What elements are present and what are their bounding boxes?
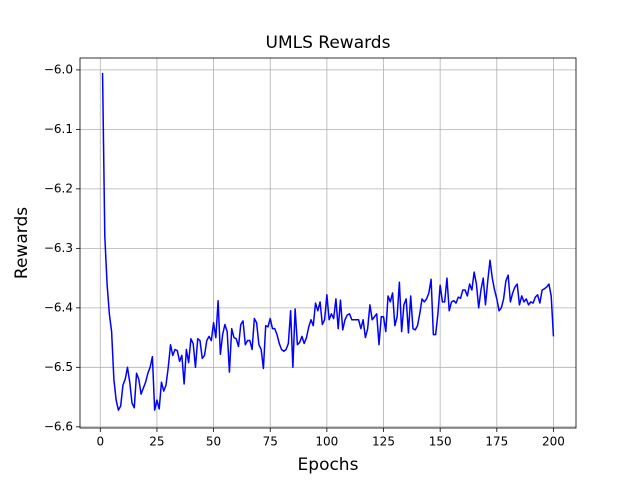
y-tick-label: −6.5 — [44, 360, 73, 374]
x-tick-label: 100 — [315, 435, 338, 449]
x-tick-label: 75 — [263, 435, 278, 449]
x-tick-label: 200 — [542, 435, 565, 449]
x-tick-label: 25 — [149, 435, 164, 449]
y-tick-label: −6.2 — [44, 181, 73, 195]
chart-title: UMLS Rewards — [266, 33, 391, 53]
x-axis-label: Epochs — [298, 455, 359, 475]
x-tick-label: 125 — [372, 435, 395, 449]
data-line — [101, 72, 555, 411]
y-axis-label: Rewards — [12, 207, 32, 279]
x-tick-label: 0 — [96, 435, 104, 449]
y-tick-label: −6.0 — [44, 62, 73, 76]
x-tick-label: 150 — [429, 435, 452, 449]
y-tick-label: −6.6 — [44, 419, 73, 433]
y-tick-label: −6.1 — [44, 122, 73, 136]
x-tick-label: 175 — [485, 435, 508, 449]
plot-frame — [79, 57, 577, 429]
y-tick-label: −6.4 — [44, 300, 73, 314]
x-tick-label: 50 — [206, 435, 221, 449]
y-tick-label: −6.3 — [44, 241, 73, 255]
